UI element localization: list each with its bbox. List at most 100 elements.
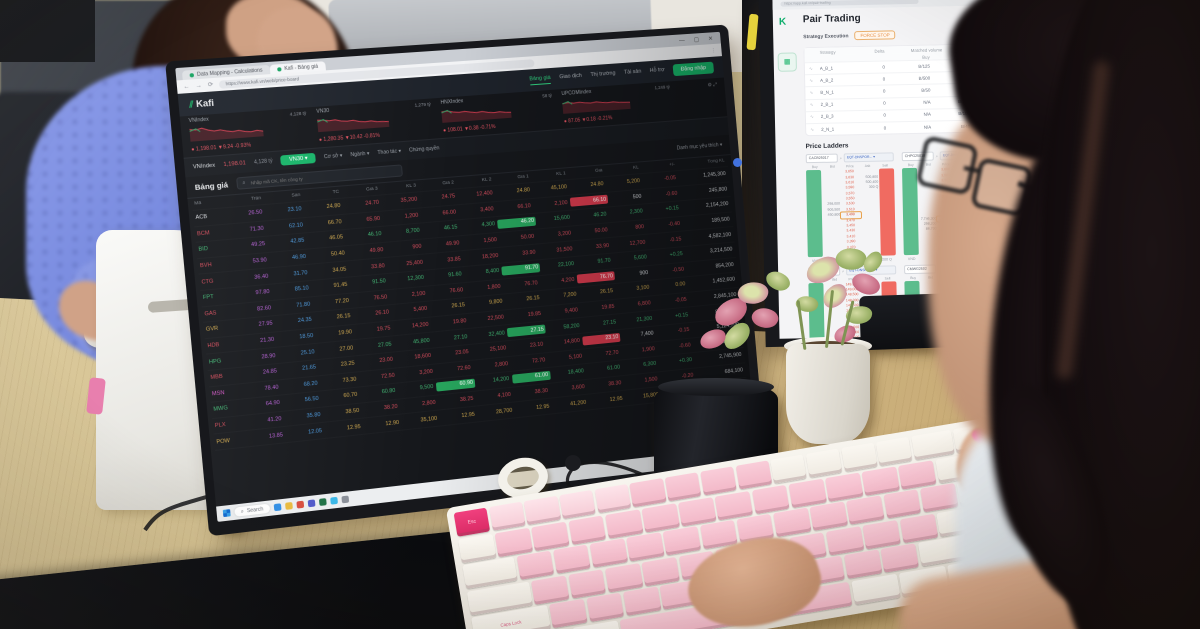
index-card-UPCOMIndex[interactable]: UPCOMIndex 1,249 tỷ ● 87.05 ▼0.18 -0.21% (561, 83, 672, 126)
board-col-3: TC (332, 189, 340, 196)
board-cell: 7,200 (563, 292, 577, 300)
index-value: ● 108.01 ▼0.38 -0.71% (442, 123, 496, 134)
board-col-4: Giá 3 (365, 186, 378, 193)
filter-dropdown-3[interactable]: Chứng quyền (408, 145, 440, 154)
key-p (549, 599, 588, 629)
filter-dropdown-0[interactable]: Cơ sở ▾ (323, 152, 343, 161)
key-p (751, 484, 790, 514)
windows-start-icon[interactable] (222, 509, 231, 518)
main-monitor: Data Mapping - Calculations Kafi - Bảng … (165, 24, 767, 537)
board-cell: 12,400 (476, 190, 493, 198)
ladder-pair-select[interactable]: EQT-DNSPOR... ▾ (843, 152, 894, 163)
board-cell: 19.85 (527, 310, 542, 319)
key-w (911, 429, 955, 461)
board-cell: +0.25 (669, 251, 683, 259)
board-cell: HPG (208, 357, 222, 366)
board-cell: 78.40 (264, 384, 279, 392)
market-select-button[interactable]: VN30 ▾ (280, 152, 317, 166)
filter-dropdown-1[interactable]: Ngành ▾ (350, 150, 370, 159)
board-cell: 12.95 (609, 395, 623, 403)
board-cell: 26.15 (599, 288, 614, 296)
key-p (919, 483, 959, 513)
index-volume: 58 tỷ (542, 92, 553, 99)
board-col-10: Giá (594, 168, 603, 174)
board-cell: 56.50 (304, 396, 319, 404)
teams-icon[interactable] (307, 499, 316, 508)
ladder-symbol-input[interactable]: CACB25017 (805, 153, 838, 164)
index-volume: 1,249 tỷ (654, 84, 671, 91)
board-cell: 1,500 (483, 237, 498, 245)
board-cell: 46.90 (291, 253, 307, 262)
board-cell: 27.15 (507, 324, 547, 338)
board-cell: 900 (412, 243, 422, 251)
chrome-icon[interactable] (296, 500, 304, 509)
board-cell: 72.70 (531, 357, 546, 365)
mail-icon[interactable] (329, 496, 338, 505)
ladder-col-header: Buy (907, 163, 914, 168)
board-cell: 26.15 (336, 313, 351, 321)
folder-icon[interactable] (284, 502, 293, 510)
board-title: Bảng giá (194, 179, 229, 192)
board-cell: 38.30 (534, 387, 549, 396)
board-cell: 800 (635, 224, 645, 231)
notification-dot-icon (733, 158, 742, 167)
force-stop-button[interactable]: FORCE STOP (854, 30, 896, 41)
strategy-chart-icon: ∿ (809, 77, 814, 83)
board-col-1: Trần (250, 196, 262, 202)
ladder-search-icon: ⌕ (839, 155, 843, 161)
key-p (641, 502, 680, 533)
subbar-index-volume: 4,128 tỷ (253, 158, 273, 166)
board-cell: 2,800 (421, 399, 436, 408)
nav-item-1[interactable]: Giao dịch (559, 72, 583, 80)
edge-icon[interactable] (273, 503, 282, 512)
index-card-HNXIndex[interactable]: HNXIndex 58 tỷ ● 108.01 ▼0.38 -0.71% (440, 92, 554, 136)
window-controls[interactable]: — ▢ ✕ (678, 35, 717, 44)
right-address-bar[interactable]: https://app.kafi.vn/pair-trading (780, 0, 919, 7)
watchlist-dropdown[interactable]: Danh mục yêu thích ▾ (676, 142, 723, 152)
board-cell: 3,200 (419, 368, 434, 377)
board-cell: 4,300 (481, 221, 496, 229)
board-cell: BID (198, 246, 209, 254)
nav-item-0[interactable]: Bảng giá (529, 74, 552, 85)
nav-item-2[interactable]: Thị trường (590, 69, 616, 78)
board-cell: 85.10 (294, 285, 309, 293)
board-cell: 27.95 (258, 320, 273, 329)
board-cell: 28,700 (495, 407, 513, 416)
board-cell: 50.00 (594, 227, 608, 235)
sidebar-app-icon[interactable]: ▦ (777, 52, 797, 72)
nav-item-3[interactable]: Tài sản (623, 68, 642, 76)
settings-icon[interactable] (341, 495, 349, 504)
board-cell: 71.80 (296, 301, 311, 309)
ladder-sell-bar[interactable] (879, 168, 896, 256)
index-card-VNIndex[interactable]: VNIndex 4,128 tỷ ● 1,198.01 ▼9.24 -0.93% (188, 110, 309, 156)
index-strip-tools[interactable]: ⚙ ⤢ (707, 81, 718, 89)
board-cell: CTG (201, 278, 214, 286)
board-cell: -0.60 (678, 342, 691, 350)
browser-menu-icon[interactable]: ⋮ (710, 47, 717, 54)
strategy-delta: 0 (882, 76, 886, 82)
nav-item-4[interactable]: Hỗ trợ (649, 66, 665, 74)
index-volume: 1,279 tỷ (414, 101, 431, 108)
board-cell: 32,400 (488, 330, 505, 338)
strategy-buy: N/A (923, 99, 931, 105)
excel-icon[interactable] (318, 498, 327, 507)
taskbar-search[interactable]: ⌕ Search (234, 503, 270, 517)
index-card-VN30[interactable]: VN30 1,279 tỷ ● 1,280.35 ▼10.42 -0.81% (316, 101, 434, 146)
board-cell: -0.60 (665, 190, 678, 198)
board-cell: 38.30 (608, 380, 622, 388)
key-p (809, 501, 848, 532)
browser-nav-icons[interactable]: ← → ⟳ (183, 81, 216, 91)
board-col-5: KL 3 (406, 183, 417, 190)
board-cell: 12.05 (307, 427, 323, 436)
board-cell: 53.90 (252, 257, 268, 265)
filter-dropdown-2[interactable]: Thao tác ▾ (377, 148, 402, 157)
board-col-9: KL 1 (556, 171, 566, 178)
login-button[interactable]: Đăng nhập (672, 61, 715, 77)
board-cell: 2,100 (554, 199, 568, 207)
board-cell: 76.70 (524, 280, 538, 288)
board-cell: 45,100 (550, 184, 568, 192)
board-cell: 26.15 (526, 295, 540, 303)
key-p (678, 496, 717, 527)
board-cell: GAS (204, 310, 217, 318)
board-cell: 22,500 (487, 314, 505, 323)
